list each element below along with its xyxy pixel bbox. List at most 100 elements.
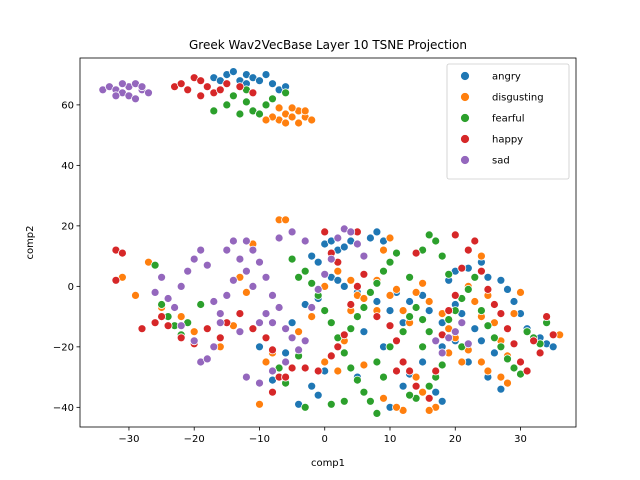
data-point [268,345,277,355]
legend-box [446,63,570,180]
data-point [222,290,232,300]
data-point [476,306,486,316]
data-point [365,287,375,297]
data-point [320,306,330,316]
data-point [287,333,297,343]
data-point [326,399,336,409]
data-point [379,393,388,403]
data-point [405,312,415,322]
data-point [111,275,121,285]
data-point [411,372,421,382]
data-point [261,115,271,125]
data-point [509,309,519,319]
data-point [274,233,284,243]
data-point [489,300,499,309]
data-point [118,248,127,258]
data-point [228,275,238,285]
series-happy [111,73,558,403]
data-point [255,378,264,388]
data-point [228,236,238,246]
data-point [457,357,467,367]
data-point [176,333,186,343]
data-point [307,278,317,288]
data-point [392,284,401,294]
data-point [529,336,538,346]
legend-label: happy [492,135,523,146]
data-point [248,88,258,98]
data-point [424,393,434,403]
data-point [150,287,160,297]
series-disgusting [118,103,565,415]
data-point [522,366,532,376]
data-point [483,284,493,294]
data-point [313,284,323,294]
data-point [516,287,525,297]
data-point [463,339,473,349]
x-tick-label: 20 [449,434,462,445]
legend-marker [460,155,470,165]
data-point [183,266,193,276]
data-point [228,91,238,101]
data-point [202,260,212,270]
data-point [450,290,460,300]
data-point [379,372,388,382]
data-point [359,303,369,312]
points-layer [98,67,565,418]
data-point [392,402,401,412]
data-point [339,242,349,252]
data-point [189,254,199,264]
data-point [503,324,512,334]
data-point [176,321,186,331]
data-point [516,357,525,367]
data-point [313,366,323,376]
data-point [196,76,206,86]
data-point [339,396,349,406]
data-point [385,342,395,352]
data-point [372,278,382,288]
data-point [307,251,317,261]
data-point [392,366,401,376]
data-point [503,284,512,294]
data-point [287,112,297,122]
data-point [235,82,245,92]
data-point [111,91,121,101]
data-point [268,79,277,89]
data-point [385,233,395,243]
data-point [326,351,336,361]
data-point [483,366,493,376]
data-point [307,381,317,391]
data-point [235,254,245,264]
data-point [320,269,330,279]
data-point [209,342,219,352]
legend-item-happy: happy [460,134,523,146]
data-point [202,324,212,334]
data-point [235,327,245,337]
data-point [268,318,277,328]
data-point [235,309,245,319]
data-point [346,300,356,309]
data-point [261,100,271,110]
data-point [398,357,408,367]
data-point [281,357,291,367]
data-point [457,318,467,328]
data-point [444,306,454,316]
data-point [255,109,264,119]
data-point [176,79,186,89]
data-point [346,363,356,373]
data-point [431,336,441,346]
data-point [372,312,382,322]
legend-item-fearful: fearful [460,113,525,125]
data-point [431,366,441,376]
data-point [365,233,375,243]
data-point [489,333,499,343]
plot-border [79,57,577,428]
x-tick-label: 0 [322,434,328,445]
data-point [346,227,356,237]
data-point [241,372,251,382]
data-point [411,303,421,312]
data-point [241,287,251,297]
data-point [548,330,558,340]
data-point [444,315,454,325]
data-point [326,318,336,328]
